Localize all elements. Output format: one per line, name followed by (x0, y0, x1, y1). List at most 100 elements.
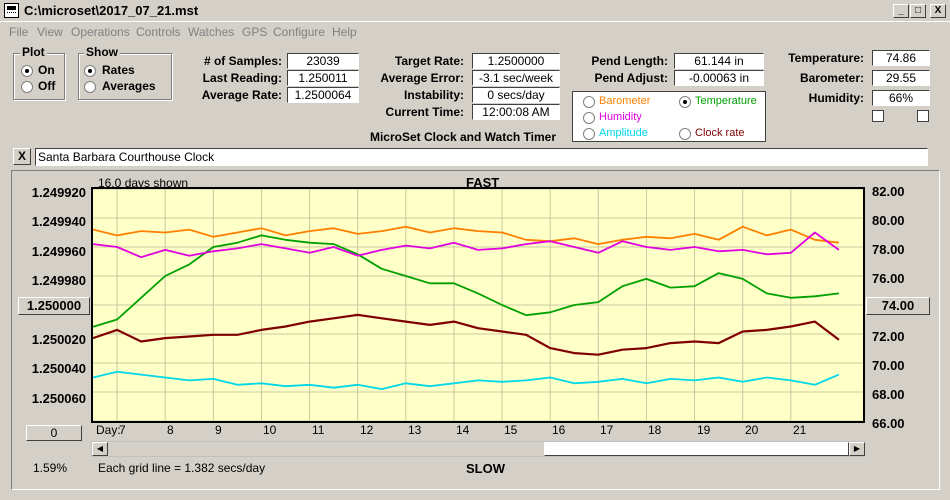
right-axis-tick: 82.00 (872, 184, 905, 199)
sensor-humidity-label: Humidity (599, 111, 642, 123)
day-tick-label: 15 (504, 423, 518, 437)
instability-label: Instability: (403, 88, 464, 102)
day-tick-label: 19 (697, 423, 711, 437)
plot-off-label: Off (38, 79, 56, 93)
show-group-title: Show (84, 45, 120, 59)
instability-field: 0 secs/day (472, 87, 560, 103)
menu-operations[interactable]: Operations (71, 25, 130, 39)
sensor-temperature-radio[interactable] (679, 96, 691, 108)
last-reading-label: Last Reading: (202, 71, 282, 85)
series-line-clock-rate (93, 313, 840, 356)
sensor-clock-rate-label: Clock rate (695, 127, 745, 139)
scroll-right-button[interactable]: ▶ (849, 442, 865, 456)
chart-svg (93, 189, 863, 421)
day-tick-label: 7 (119, 423, 126, 437)
sensor-amplitude-radio[interactable] (583, 128, 595, 140)
slow-label: SLOW (466, 461, 505, 476)
checkbox-left[interactable] (872, 110, 884, 122)
plot-on-radio[interactable] (21, 65, 33, 77)
day-tick-label: 8 (167, 423, 174, 437)
left-axis-tick: 1.250020 (31, 332, 86, 347)
right-axis-tick: 78.00 (872, 242, 905, 257)
show-averages-radio[interactable] (84, 81, 96, 93)
average-error-field: -3.1 sec/week (472, 70, 560, 86)
day-tick-label: 11 (312, 423, 325, 437)
average-rate-label: Average Rate: (201, 88, 282, 102)
menu-file[interactable]: File (9, 25, 29, 39)
sensor-amplitude-label: Amplitude (599, 127, 648, 139)
menu-bar: File View Operations Controls Watches GP… (0, 23, 950, 41)
title-bar: C:\microset\2017_07_21.mst _ □ X (0, 0, 950, 22)
right-axis-tick: 72.00 (872, 329, 905, 344)
right-axis-tick: 66.00 (872, 416, 905, 431)
menu-watches[interactable]: Watches (188, 25, 235, 39)
percent-label: 1.59% (33, 461, 68, 475)
left-axis-tick: 1.249920 (31, 185, 86, 200)
offset-button[interactable]: 0 (26, 425, 82, 441)
left-axis-tick: 1.249940 (31, 214, 86, 229)
day-tick-label: 12 (360, 423, 374, 437)
humidity-field: 66% (872, 90, 930, 106)
pend-length-label: Pend Length: (591, 54, 668, 68)
fast-label: FAST (466, 175, 500, 190)
menu-controls[interactable]: Controls (136, 25, 181, 39)
day-tick-label: 20 (745, 423, 759, 437)
show-rates-label: Rates (102, 63, 135, 77)
menu-view[interactable]: View (37, 25, 63, 39)
current-time-field: 12:00:08 AM (472, 104, 560, 120)
sensor-barometer-label: Barometer (599, 95, 651, 107)
menu-configure[interactable]: Configure (273, 25, 326, 39)
plot-group-title: Plot (20, 45, 47, 59)
center-sensor-button[interactable]: 74.00 (866, 297, 930, 315)
sensor-clock-rate-radio[interactable] (679, 128, 691, 140)
average-error-label: Average Error: (380, 71, 464, 85)
pend-length-field[interactable]: 61.144 in (674, 53, 764, 69)
samples-field: 23039 (287, 53, 359, 69)
maximize-button[interactable]: □ (910, 4, 926, 18)
humidity-label: Humidity: (808, 91, 864, 105)
left-axis-tick: 1.250040 (31, 361, 86, 376)
barometer-field: 29.55 (872, 70, 930, 86)
app-icon (4, 3, 19, 18)
sensor-selector (572, 91, 766, 142)
scrollbar-track[interactable] (108, 442, 544, 456)
close-clock-button[interactable]: X (13, 148, 31, 165)
target-rate-field[interactable]: 1.2500000 (472, 53, 560, 69)
current-time-label: Current Time: (385, 105, 464, 119)
last-reading-field: 1.250011 (287, 70, 359, 86)
menu-gps[interactable]: GPS (242, 25, 268, 39)
scroll-left-button[interactable]: ◀ (92, 442, 108, 456)
center-rate-button[interactable]: 1.250000 (18, 297, 90, 315)
day-tick-label: 18 (648, 423, 662, 437)
sensor-temperature-label: Temperature (695, 95, 757, 107)
show-averages-label: Averages (102, 79, 156, 93)
temperature-field: 74.86 (872, 50, 930, 66)
sensor-humidity-radio[interactable] (583, 112, 595, 124)
scrollbar-thumb[interactable] (544, 442, 849, 456)
temperature-label: Temperature: (788, 51, 864, 65)
series-line-amplitude (93, 370, 840, 391)
close-window-button[interactable]: X (930, 4, 946, 18)
checkbox-right[interactable] (917, 110, 929, 122)
day-tick-label: 9 (215, 423, 222, 437)
plot-on-label: On (38, 63, 55, 77)
right-axis-tick: 70.00 (872, 358, 905, 373)
day-tick-label: 10 (263, 423, 277, 437)
menu-help[interactable]: Help (332, 25, 357, 39)
day-tick-label: 17 (600, 423, 614, 437)
right-axis-tick: 68.00 (872, 387, 905, 402)
grid-note: Each grid line = 1.382 secs/day (98, 461, 266, 475)
show-rates-radio[interactable] (84, 65, 96, 77)
day-tick-label: 13 (408, 423, 422, 437)
plot-off-radio[interactable] (21, 81, 33, 93)
sensor-barometer-radio[interactable] (583, 96, 595, 108)
day-axis-title: Day: (96, 423, 121, 437)
minimize-button[interactable]: _ (893, 4, 909, 18)
series-line-humidity (93, 231, 840, 259)
right-axis-tick: 76.00 (872, 271, 905, 286)
clock-name-input[interactable]: Santa Barbara Courthouse Clock (35, 148, 928, 166)
left-axis-tick: 1.250060 (31, 391, 86, 406)
average-rate-field: 1.2500064 (287, 87, 359, 103)
barometer-label: Barometer: (799, 71, 864, 85)
series-line-temperature (93, 234, 840, 328)
